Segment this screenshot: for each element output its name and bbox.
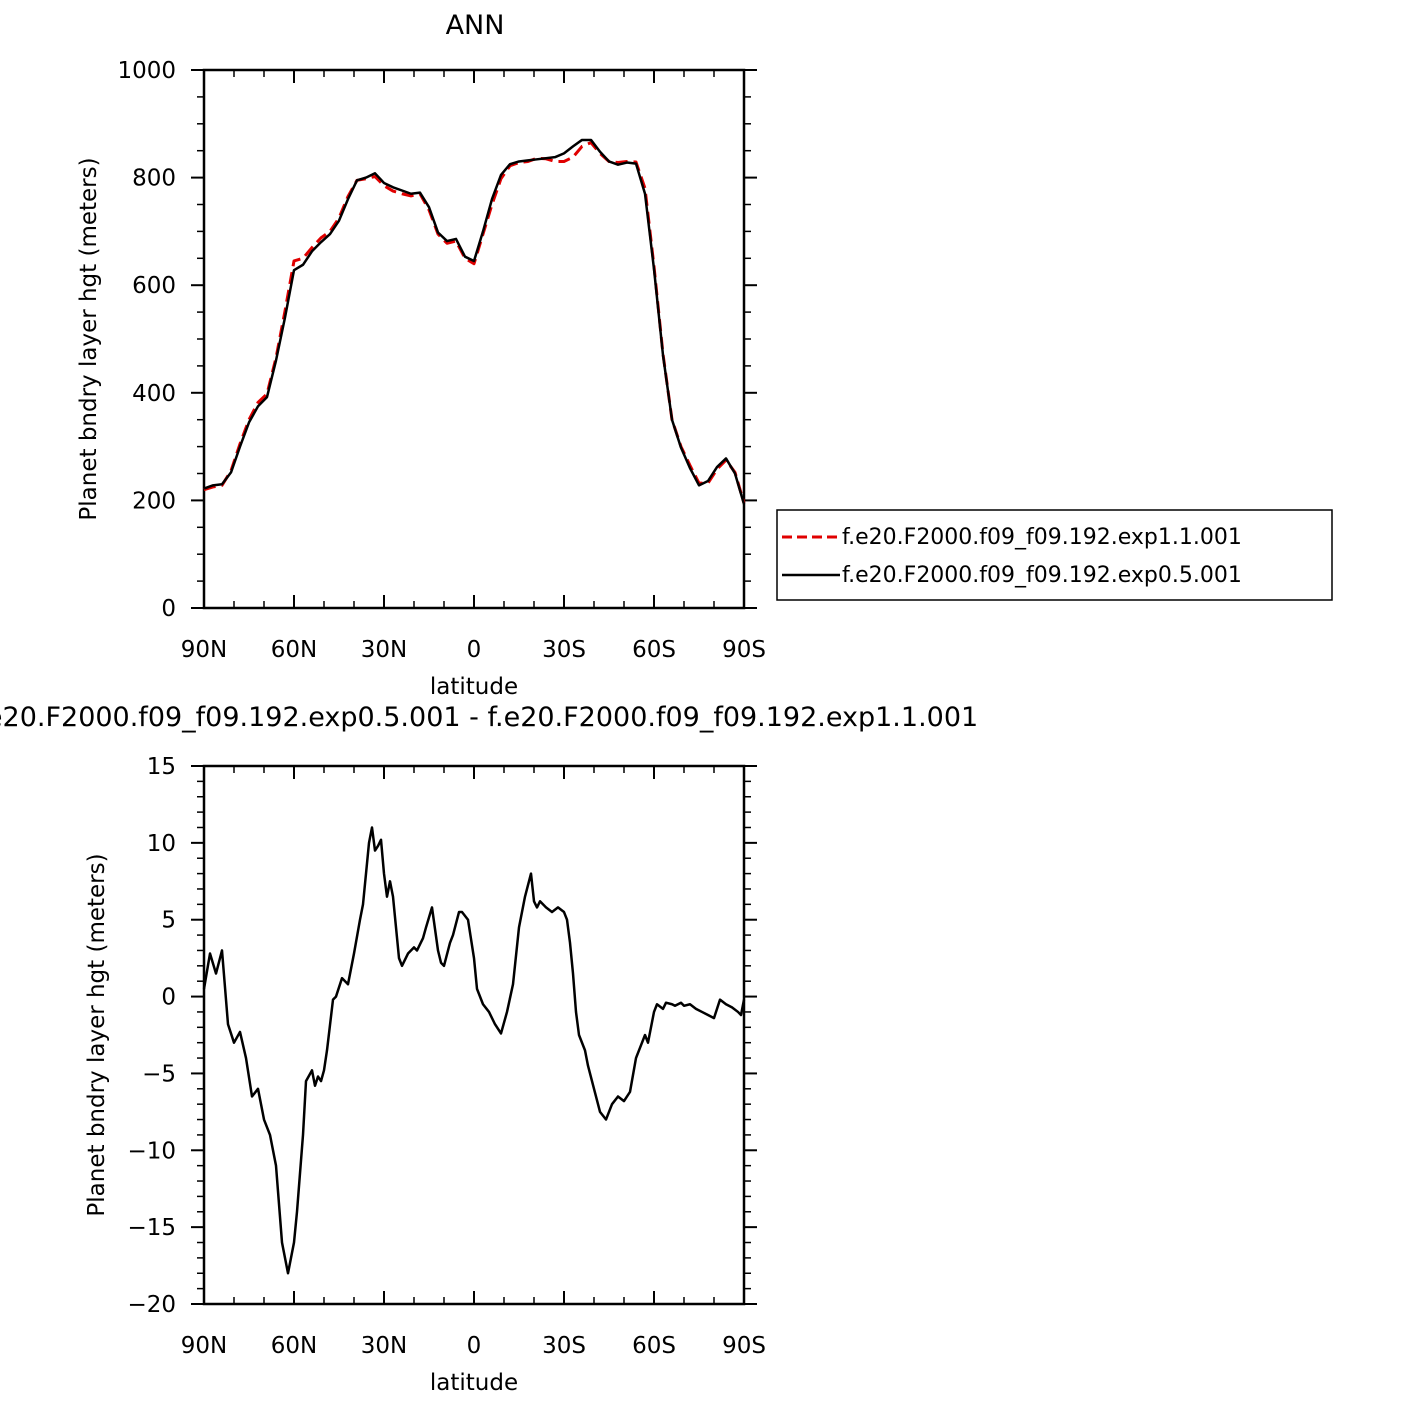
bottom-x-tick-label: 30N — [361, 1333, 407, 1359]
bottom-y-tick-label: −10 — [127, 1138, 176, 1164]
top-x-tick-label: 60S — [632, 637, 676, 663]
legend-box — [776, 509, 1333, 601]
top-x-tick-label: 30S — [542, 637, 586, 663]
top-y-tick-label: 200 — [132, 488, 176, 514]
top-y-tick-label: 800 — [132, 166, 176, 192]
bottom-x-tick-label: 0 — [467, 1333, 482, 1359]
top-series-line-1 — [203, 138, 746, 505]
bottom-series-layer — [202, 826, 746, 1275]
bottom-y-tick-label: 15 — [147, 754, 176, 780]
top-panel: ANN 90N 60N 30N 0 30S 60S 90S 0 200 400 600 800 1000… — [76, 10, 1333, 700]
top-y-tick-label: 600 — [132, 273, 176, 299]
top-x-tick-label: 90S — [722, 637, 766, 663]
top-y-tick-label: 0 — [161, 596, 176, 622]
legend-label-exp05: f.e20.F2000.f09_f09.192.exp0.5.001 — [842, 563, 1242, 588]
top-x-tick-label: 30N — [361, 637, 407, 663]
top-x-axis-label: latitude — [430, 674, 518, 700]
legend-label-exp1: f.e20.F2000.f09_f09.192.exp1.1.001 — [842, 525, 1242, 550]
top-x-tick-label: 90N — [181, 637, 227, 663]
bottom-y-tick-label: −20 — [127, 1292, 176, 1318]
top-y-tick-label: 400 — [132, 381, 176, 407]
bottom-x-axis-label: latitude — [430, 1370, 518, 1396]
bottom-axis-ticks: 90N 60N 30N 0 30S 60S 90S −20 −15 −10 −5 0 5 10 15 — [127, 754, 765, 1359]
bottom-y-tick-label: 10 — [147, 831, 176, 857]
bottom-y-tick-label: −5 — [142, 1061, 176, 1087]
bottom-x-tick-label: 90N — [181, 1333, 227, 1359]
top-plot-frame — [202, 68, 746, 610]
bottom-panel: f.e20.F2000.f09_f09.192.exp0.5.001 - f.e… — [0, 702, 978, 1396]
bottom-chart-title: f.e20.F2000.f09_f09.192.exp0.5.001 - f.e… — [0, 702, 978, 733]
bottom-y-tick-label: 0 — [161, 985, 176, 1011]
bottom-y-tick-label: 5 — [161, 908, 176, 934]
bottom-plot-frame — [202, 764, 746, 1306]
top-chart-title: ANN — [446, 10, 505, 41]
top-x-tick-label: 0 — [467, 637, 482, 663]
bottom-x-tick-label: 60N — [271, 1333, 317, 1359]
bottom-x-tick-label: 60S — [632, 1333, 676, 1359]
bottom-x-tick-label: 90S — [722, 1333, 766, 1359]
legend: f.e20.F2000.f09_f09.192.exp1.1.001 f.e20… — [776, 509, 1333, 601]
top-y-tick-label: 1000 — [117, 58, 176, 84]
top-axis-ticks: 90N 60N 30N 0 30S 60S 90S 0 200 400 600 800 1000 — [117, 58, 765, 663]
bottom-y-axis-label: Planet bndry layer hgt (meters) — [84, 853, 110, 1216]
top-series-layer — [203, 138, 746, 505]
top-x-tick-label: 60N — [271, 637, 317, 663]
bottom-series-line-0 — [202, 826, 746, 1275]
bottom-x-tick-label: 30S — [542, 1333, 586, 1359]
bottom-y-tick-label: −15 — [127, 1215, 176, 1241]
top-y-axis-label: Planet bndry layer hgt (meters) — [76, 157, 102, 520]
